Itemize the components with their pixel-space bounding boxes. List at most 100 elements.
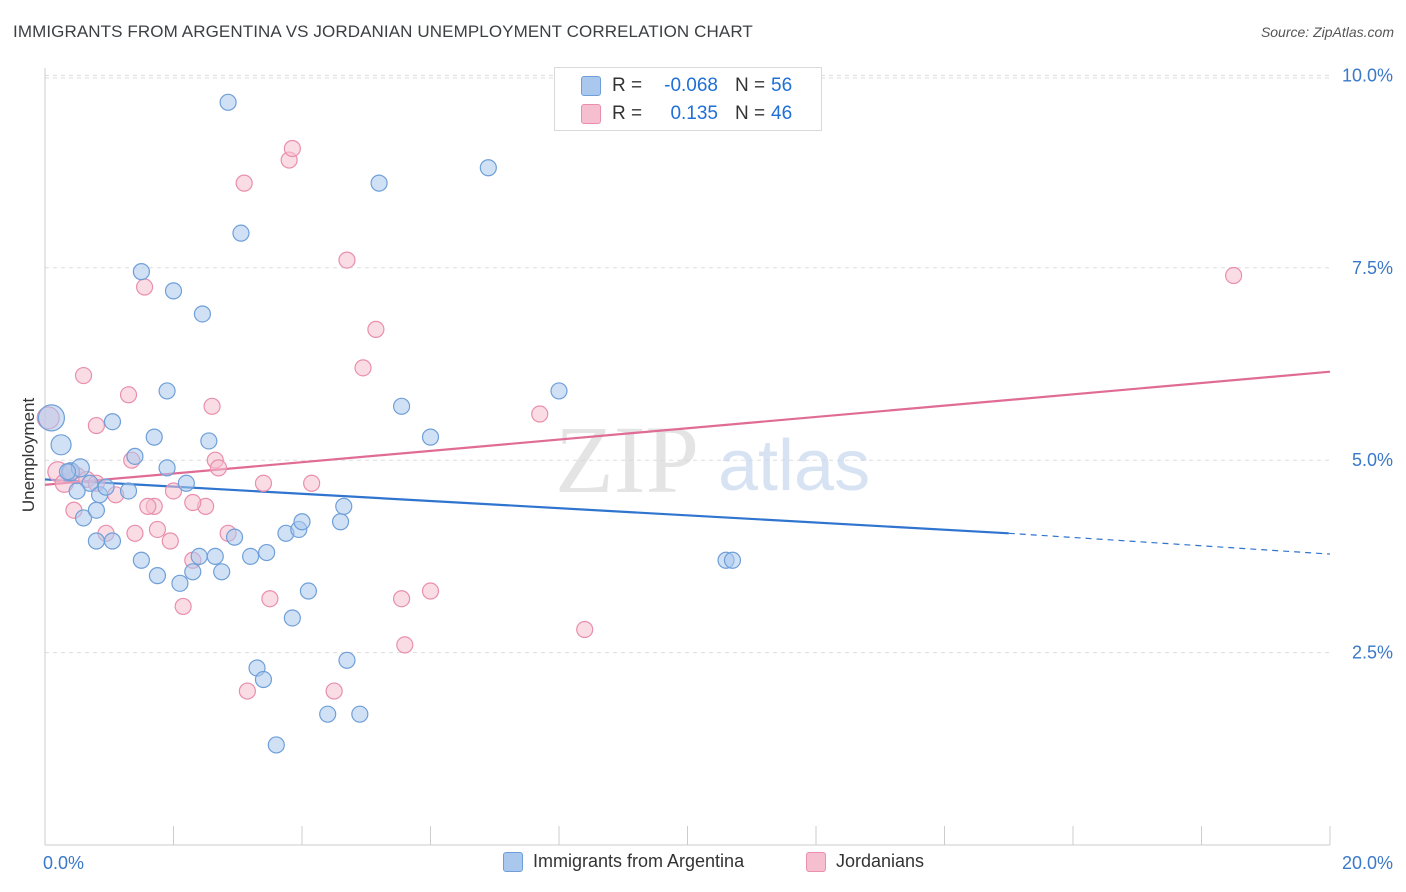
r-value: 0.135: [670, 103, 718, 124]
argentina-point: [58, 463, 77, 481]
argentina-point: [331, 513, 350, 531]
source-label: Source: ZipAtlas.com: [1260, 24, 1394, 40]
argentina-point: [148, 567, 167, 585]
jordanians-point: [303, 474, 321, 492]
bottom-legend: Immigrants from Argentina Jordanians: [0, 851, 1406, 877]
jordanians-point: [531, 405, 549, 423]
jordanians-swatch: [581, 104, 601, 124]
stats-row-argentina: R = -0.068 N = 56: [555, 72, 821, 100]
jordanians-point: [576, 620, 594, 639]
argentina-point: [171, 574, 189, 592]
n-label: N =: [735, 103, 766, 124]
argentina-point: [132, 263, 150, 281]
jordanians-point: [135, 278, 154, 296]
n-label: N =: [735, 75, 766, 96]
argentina-point: [392, 397, 411, 415]
argentina-point: [335, 497, 353, 515]
argentina-point: [370, 174, 388, 192]
legend-item-jordanians[interactable]: Jordanians: [806, 851, 924, 872]
argentina-point: [283, 609, 301, 627]
jordanians-point: [235, 174, 253, 192]
argentina-point: [190, 547, 208, 565]
argentina-point: [299, 582, 318, 600]
stats-legend-box: R = -0.068 N = 56 R = 0.135 N = 46: [554, 67, 822, 131]
argentina-point: [145, 428, 163, 446]
argentina-point: [193, 305, 212, 323]
argentina-point: [132, 551, 150, 569]
argentina-point: [225, 528, 244, 546]
jordanians-point: [148, 520, 167, 539]
jordanians-point: [325, 682, 343, 700]
argentina-legend-swatch: [503, 851, 523, 872]
jordanians-point: [209, 459, 228, 477]
argentina-point: [254, 670, 273, 689]
argentina-point: [158, 459, 176, 477]
argentina-point: [50, 434, 72, 456]
argentina-point: [242, 547, 260, 565]
argentina-point: [87, 532, 106, 550]
r-value: -0.068: [664, 75, 718, 96]
jordanians-trend-line: [44, 370, 1331, 486]
argentina-point: [126, 447, 144, 465]
argentina-point: [258, 543, 276, 562]
argentina-point: [206, 547, 224, 565]
argentina-point: [158, 382, 176, 400]
argentina-point: [421, 428, 440, 446]
argentina-swatch: [581, 76, 601, 96]
jordanians-point: [283, 139, 301, 158]
argentina-point: [319, 705, 337, 723]
n-value: 46: [771, 103, 793, 124]
jordanians-point: [126, 524, 144, 542]
n-value: 56: [771, 75, 793, 96]
argentina-point: [479, 159, 497, 177]
argentina-point: [119, 482, 138, 500]
argentina-point: [232, 224, 250, 242]
jordanians-point: [74, 366, 93, 385]
argentina-point: [723, 551, 742, 569]
jordanians-point: [139, 497, 157, 515]
y-tick-label: 2.5%: [1352, 643, 1393, 663]
y-tick-label: 7.5%: [1352, 258, 1393, 278]
jordanians-point: [164, 482, 183, 500]
r-label: R =: [612, 75, 643, 96]
legend-label-jordanians: Jordanians: [836, 851, 925, 871]
jordanians-legend-swatch: [806, 851, 826, 872]
argentina-point: [177, 474, 195, 492]
jordanians-point: [367, 320, 385, 338]
argentina-point: [200, 432, 218, 450]
argentina-trend-extension: [1008, 532, 1331, 555]
argentina-point: [37, 404, 66, 432]
watermark-zip: ZIP: [555, 406, 699, 513]
y-tick-label: 10.0%: [1342, 65, 1393, 85]
jordanians-point: [161, 532, 179, 550]
argentina-trend-line: [44, 478, 1009, 535]
jordanians-point: [174, 597, 192, 616]
jordanians-point: [119, 386, 138, 404]
argentina-point: [184, 563, 202, 581]
y-tick-label: 5.0%: [1352, 450, 1393, 470]
jordanians-point: [254, 474, 273, 492]
jordanians-point: [421, 582, 440, 600]
argentina-point: [87, 501, 106, 519]
stats-row-jordanians: R = 0.135 N = 46: [555, 100, 821, 128]
chart-title: IMMIGRANTS FROM ARGENTINA VS JORDANIAN U…: [13, 22, 753, 41]
jordanians-point: [238, 682, 256, 700]
jordanians-point: [1225, 266, 1243, 285]
jordanians-point: [203, 397, 221, 415]
argentina-point: [97, 478, 115, 496]
argentina-point: [338, 651, 356, 669]
argentina-point: [164, 282, 183, 300]
jordanians-point: [396, 636, 414, 654]
x-tick-label: 0.0%: [43, 853, 84, 873]
legend-item-argentina[interactable]: Immigrants from Argentina: [503, 851, 744, 872]
argentina-point: [219, 93, 237, 111]
y-axis-label: Unemployment: [19, 398, 38, 513]
argentina-point: [267, 736, 285, 754]
argentina-point: [293, 513, 311, 531]
jordanians-point: [261, 590, 279, 608]
r-label: R =: [612, 103, 643, 124]
legend-label-argentina: Immigrants from Argentina: [533, 851, 745, 871]
argentina-point: [74, 509, 93, 527]
argentina-point: [213, 563, 231, 581]
